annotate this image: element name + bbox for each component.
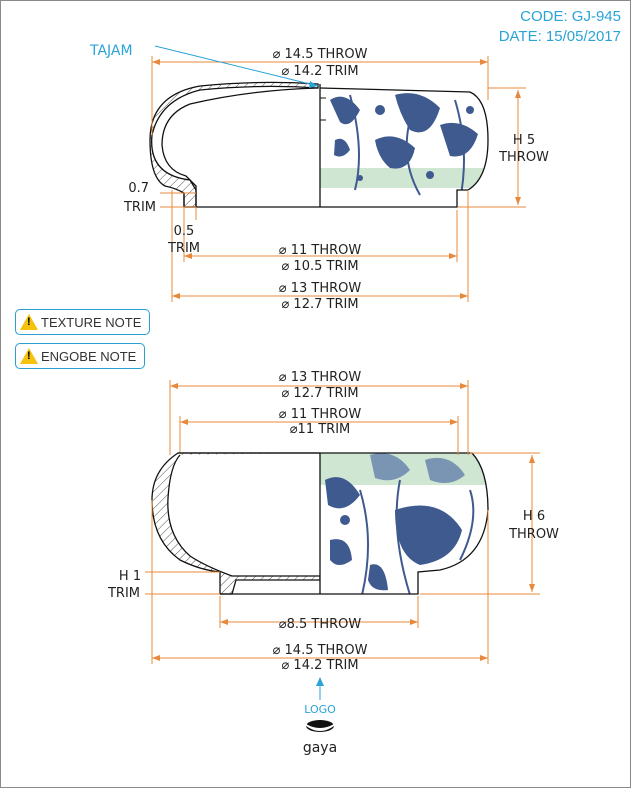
brand-name: gaya <box>303 740 337 756</box>
engobe-note-button[interactable]: ENGOBE NOTE <box>15 343 146 369</box>
texture-note-button[interactable]: TEXTURE NOTE <box>15 309 151 335</box>
top-dimension-lines <box>151 56 526 302</box>
lip-07: 0.7 <box>128 181 149 196</box>
bottom-top-throw: ⌀ 13 THROW <box>279 370 362 385</box>
bottom-inner-throw: ⌀ 11 THROW <box>279 407 362 422</box>
tajam-callout: TAJAM <box>89 43 133 59</box>
engobe-note-label: ENGOBE NOTE <box>41 348 137 364</box>
lip-05: 0.5 <box>174 224 195 239</box>
bottom-top-trim: ⌀ 12.7 TRIM <box>281 386 358 401</box>
bottom-outer-trim: ⌀ 14.2 TRIM <box>281 658 358 673</box>
bottom-inner-trim: ⌀11 TRIM <box>290 422 351 437</box>
product-code: CODE: GJ-945 <box>520 8 621 25</box>
top-outer-throw: ⌀ 14.5 THROW <box>273 47 368 62</box>
bottom-section-view <box>151 452 489 595</box>
top-outer-trim: ⌀ 14.2 TRIM <box>281 64 358 79</box>
top-foot-trim: ⌀ 12.7 TRIM <box>281 297 358 312</box>
lip-05-trim: TRIM <box>167 241 200 256</box>
top-base-trim: ⌀ 10.5 TRIM <box>281 259 358 274</box>
foot-height-trim: TRIM <box>107 586 140 601</box>
top-section-view <box>149 81 489 208</box>
gaya-logo-icon <box>306 720 334 732</box>
bottom-height-throw: THROW <box>508 527 559 542</box>
bottom-foot-throw: ⌀8.5 THROW <box>279 617 362 632</box>
logo-label: LOGO <box>304 703 336 716</box>
foot-height: H 1 <box>119 569 141 584</box>
warning-icon <box>20 314 38 330</box>
top-height-throw: THROW <box>498 150 549 165</box>
drawing-date: DATE: 15/05/2017 <box>498 28 621 45</box>
lip-07-trim: TRIM <box>123 200 156 215</box>
top-base-throw: ⌀ 11 THROW <box>279 243 362 258</box>
warning-icon <box>20 348 38 364</box>
top-height: H 5 <box>513 133 535 148</box>
bottom-height: H 6 <box>523 509 545 524</box>
bottom-outer-throw: ⌀ 14.5 THROW <box>273 643 368 658</box>
texture-note-label: TEXTURE NOTE <box>41 314 142 330</box>
top-foot-throw: ⌀ 13 THROW <box>279 281 362 296</box>
bottom-dimension-lines <box>145 380 540 664</box>
